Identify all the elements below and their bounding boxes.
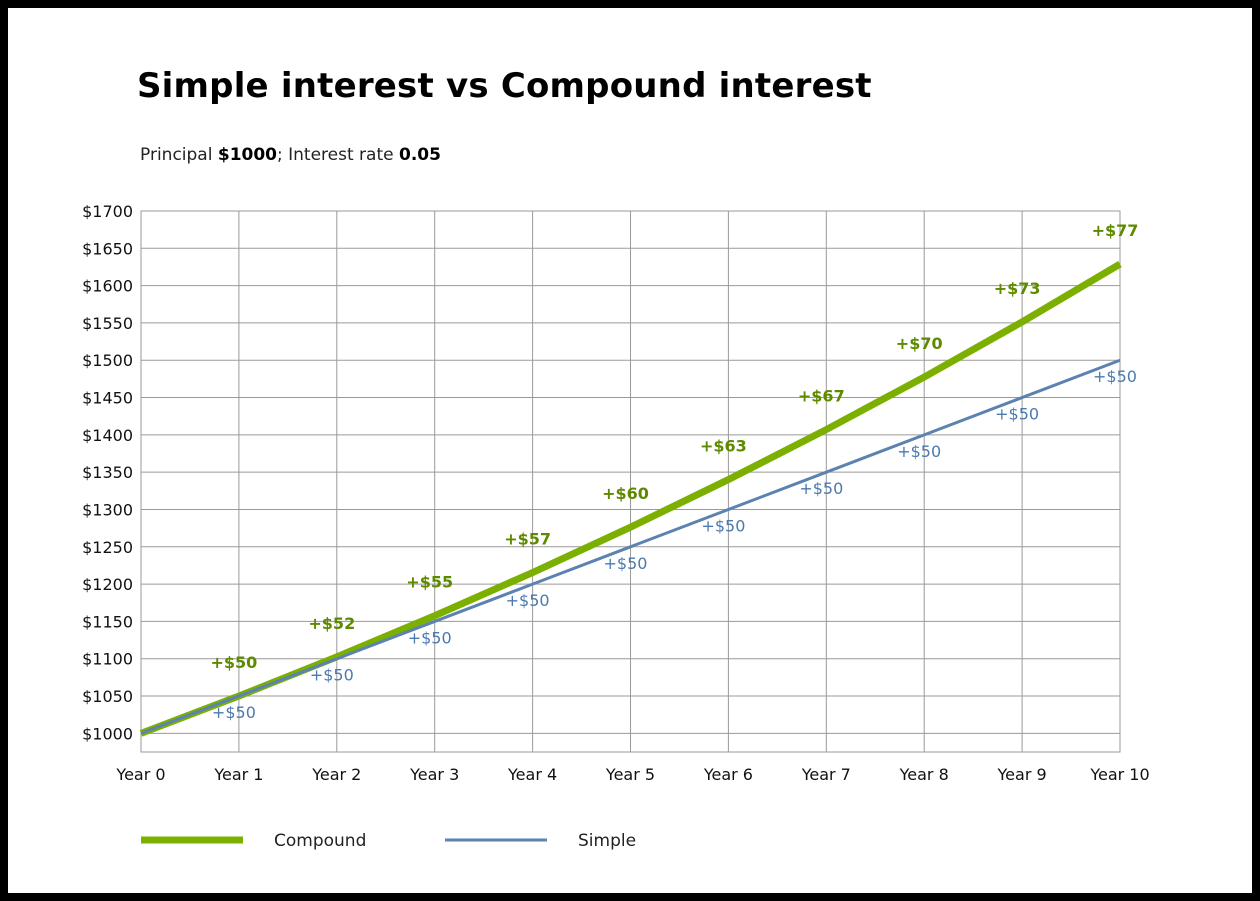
y-tick-label: $1600 — [82, 277, 133, 296]
y-tick-label: $1500 — [82, 351, 133, 370]
data-label-compound: +$57 — [504, 530, 551, 549]
y-tick-label: $1400 — [82, 426, 133, 445]
legend-label-compound: Compound — [274, 831, 366, 851]
data-label-simple: +$50 — [995, 405, 1039, 424]
data-label-compound: +$55 — [406, 573, 453, 592]
y-tick-label: $1550 — [82, 314, 133, 333]
data-label-simple: +$50 — [701, 516, 745, 535]
chart-subtitle: Principal $1000; Interest rate 0.05 — [140, 145, 441, 165]
x-tick-label: Year 9 — [997, 765, 1047, 784]
subtitle-middle: ; Interest rate — [277, 145, 399, 165]
data-label-compound: +$73 — [994, 279, 1041, 298]
data-label-simple: +$50 — [1093, 367, 1137, 386]
data-label-compound: +$63 — [700, 437, 747, 456]
x-tick-label: Year 3 — [409, 765, 459, 784]
y-tick-label: $1650 — [82, 239, 133, 258]
x-axis-labels: Year 0 Year 1 Year 2 Year 3 Year 4 Year 5 Year… — [115, 765, 1149, 784]
x-tick-label: Year 5 — [605, 765, 655, 784]
subtitle-prefix: Principal — [140, 145, 218, 165]
chart-grid — [140, 210, 1121, 753]
x-tick-label: Year 2 — [311, 765, 361, 784]
y-tick-label: $1100 — [82, 650, 133, 669]
data-label-simple: +$50 — [408, 628, 452, 647]
data-label-simple: +$50 — [212, 703, 256, 722]
series-line-simple — [140, 358, 1121, 735]
y-axis-labels: $1000 $1050 $1100 $1150 $1200 $1250 $1300 $1350… — [82, 202, 133, 743]
data-label-simple: +$50 — [799, 479, 843, 498]
y-tick-label: $1000 — [82, 724, 133, 743]
legend-label-simple: Simple — [578, 831, 636, 851]
increment-labels: +$50 +$52 +$55 +$57 +$60 +$63 +$67 +$70 +$73 +$77… — [210, 221, 1138, 722]
y-tick-label: $1150 — [82, 612, 133, 631]
data-label-compound: +$67 — [798, 387, 845, 406]
data-label-simple: +$50 — [506, 591, 550, 610]
chart-legend: Compound Simple — [141, 831, 636, 851]
data-label-simple: +$50 — [310, 666, 354, 685]
x-tick-label: Year 4 — [507, 765, 557, 784]
y-tick-label: $1700 — [82, 202, 133, 221]
chart-title: Simple interest vs Compound interest — [137, 66, 872, 106]
data-label-compound: +$77 — [1092, 221, 1139, 240]
data-label-compound: +$60 — [602, 484, 649, 503]
subtitle-principal: $1000 — [217, 145, 278, 165]
x-tick-label: Year 0 — [115, 765, 165, 784]
data-label-simple: +$50 — [897, 442, 941, 461]
series-lines — [139, 261, 1122, 737]
x-tick-label: Year 10 — [1089, 765, 1149, 784]
subtitle-rate: 0.05 — [399, 145, 441, 165]
x-tick-label: Year 8 — [899, 765, 949, 784]
y-tick-label: $1350 — [82, 463, 133, 482]
x-tick-label: Year 6 — [703, 765, 753, 784]
y-tick-label: $1200 — [82, 575, 133, 594]
y-tick-label: $1300 — [82, 500, 133, 519]
data-label-compound: +$70 — [896, 334, 943, 353]
data-label-compound: +$50 — [210, 653, 257, 672]
y-tick-label: $1250 — [82, 538, 133, 557]
x-tick-label: Year 7 — [801, 765, 851, 784]
data-label-simple: +$50 — [604, 554, 648, 573]
x-tick-label: Year 1 — [213, 765, 263, 784]
data-label-compound: +$52 — [308, 614, 355, 633]
y-tick-label: $1050 — [82, 687, 133, 706]
y-tick-label: $1450 — [82, 389, 133, 408]
